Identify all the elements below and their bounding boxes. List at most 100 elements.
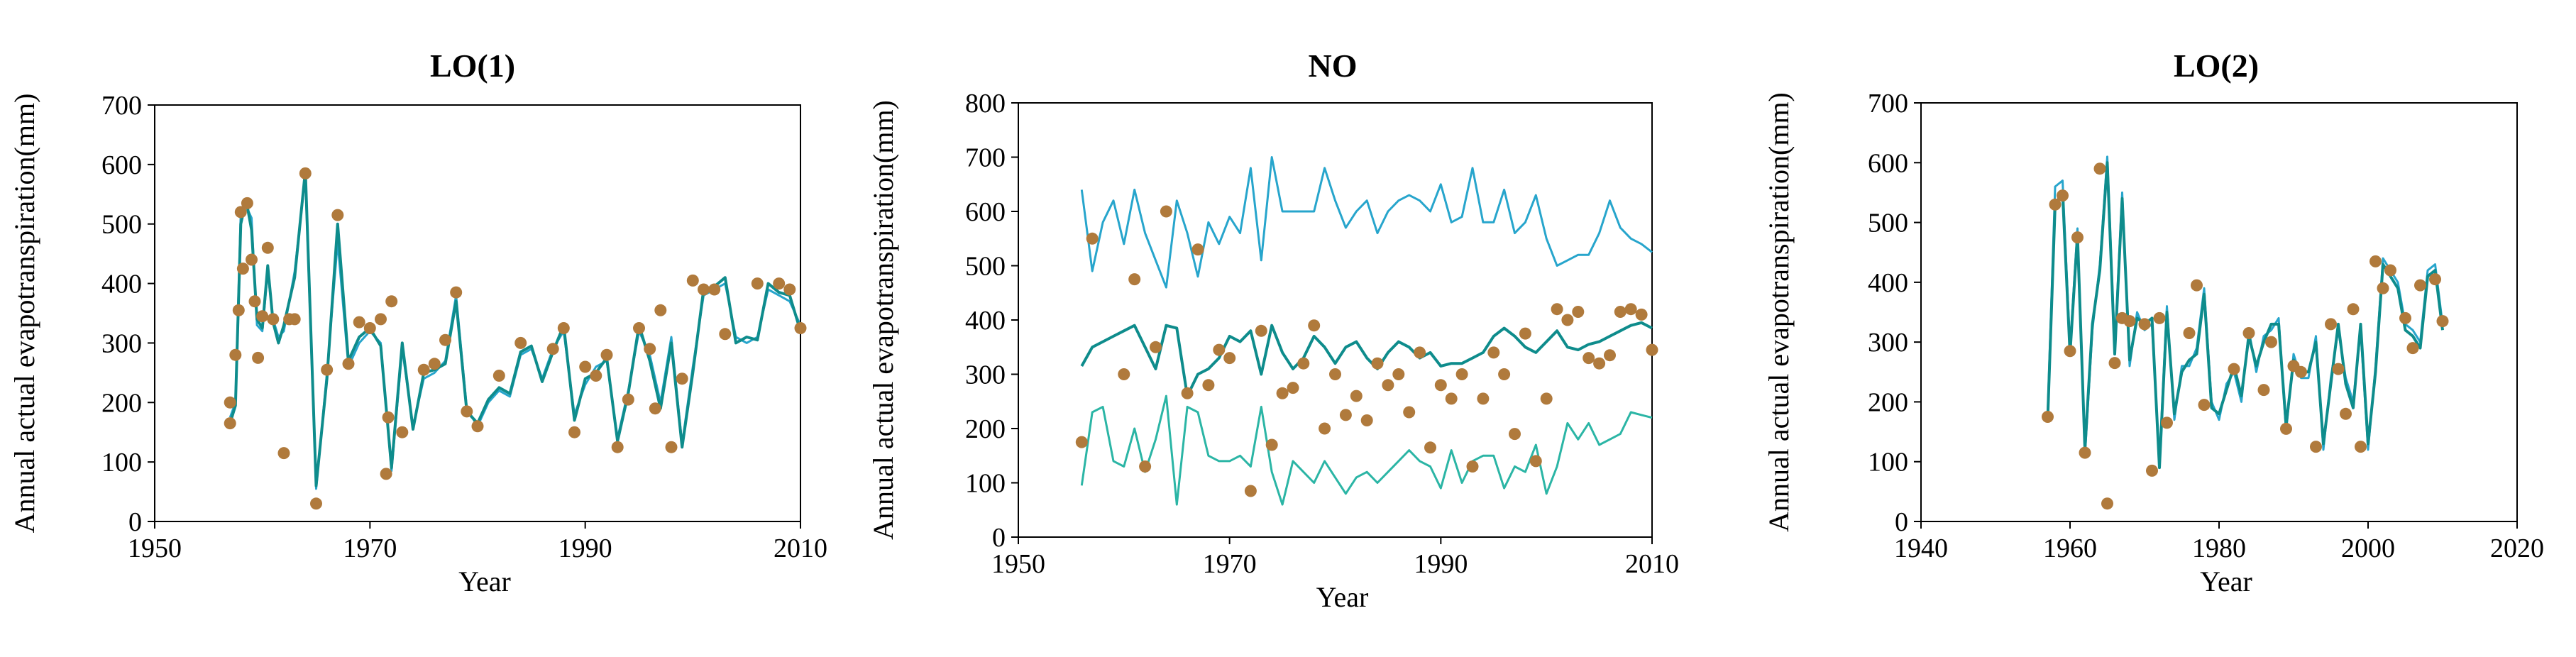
observed-point <box>1561 314 1574 326</box>
y-tick-label: 700 <box>965 143 1006 173</box>
observed-point <box>1329 368 1341 380</box>
x-tick-label: 1950 <box>991 549 1045 579</box>
chart-title: NO <box>1309 48 1358 84</box>
observed-point <box>331 209 344 221</box>
observed-point <box>1223 352 1236 365</box>
observed-point <box>2183 327 2196 339</box>
x-tick-label: 2020 <box>2490 534 2544 563</box>
observed-point <box>1213 343 1226 356</box>
observed-point <box>1276 387 1289 399</box>
observed-point <box>2414 279 2426 292</box>
observed-point <box>514 336 527 349</box>
y-tick-label: 800 <box>965 89 1006 118</box>
observed-point <box>353 316 365 328</box>
observed-point <box>2057 189 2069 202</box>
observed-point <box>1635 308 1648 321</box>
x-tick-label: 2010 <box>774 534 827 563</box>
observed-point <box>2399 311 2411 324</box>
observed-point <box>417 363 430 376</box>
observed-point <box>2340 407 2352 420</box>
plot-frame <box>1920 102 2518 522</box>
observed-point <box>2108 357 2121 370</box>
observed-point <box>665 441 678 453</box>
observed-point <box>1350 390 1363 402</box>
observed-point <box>2384 264 2396 277</box>
observed-point <box>1593 357 1606 370</box>
observed-point <box>1477 392 1490 405</box>
observed-point <box>579 360 592 373</box>
observed-point <box>492 370 505 382</box>
chart-title: LO(2) <box>2174 48 2259 84</box>
observed-point <box>461 405 473 418</box>
observed-point <box>783 283 796 296</box>
observed-point <box>385 295 398 308</box>
y-tick-label: 0 <box>1895 507 1908 537</box>
y-tick-label: 600 <box>1868 148 1908 178</box>
observed-point <box>773 277 786 290</box>
observed-point <box>471 420 484 433</box>
observed-point <box>1255 324 1267 337</box>
observed-point <box>1339 409 1352 421</box>
observed-point <box>1646 343 1658 356</box>
observed-point <box>2049 198 2062 211</box>
y-tick-label: 400 <box>101 270 142 299</box>
observed-point <box>1308 319 1321 332</box>
observed-point <box>708 283 721 296</box>
series-line-1 <box>2047 155 2444 463</box>
observed-point <box>698 283 710 296</box>
observed-point <box>1604 349 1616 362</box>
x-tick-label: 1950 <box>128 534 182 563</box>
observed-point <box>557 322 570 334</box>
observed-point <box>229 348 242 361</box>
y-tick-label: 100 <box>1868 448 1908 477</box>
observed-point <box>2429 273 2441 286</box>
y-tick-label: 300 <box>1868 328 1908 358</box>
observed-point <box>428 358 441 370</box>
y-tick-label: 0 <box>128 507 142 537</box>
observed-point <box>1150 341 1162 353</box>
x-tick-label: 1940 <box>1894 534 1948 563</box>
observed-point <box>363 322 376 334</box>
observed-point <box>1529 455 1542 468</box>
y-tick-label: 600 <box>965 197 1006 227</box>
plot-frame <box>154 104 801 522</box>
x-axis-label: Year <box>1316 581 1369 613</box>
observed-point <box>2257 384 2270 397</box>
observed-point <box>2377 282 2389 294</box>
y-tick-label: 300 <box>965 360 1006 390</box>
y-tick-label: 200 <box>101 388 142 418</box>
observed-point <box>248 295 261 308</box>
observed-point <box>1403 406 1416 419</box>
observed-point <box>1360 414 1373 426</box>
observed-point <box>2042 411 2054 423</box>
observed-point <box>2123 315 2136 328</box>
observed-point <box>1297 357 1310 370</box>
observed-point <box>224 417 236 430</box>
observed-point <box>256 310 269 323</box>
observed-point <box>1392 368 1405 380</box>
observed-point <box>2071 231 2084 244</box>
observed-point <box>633 322 645 334</box>
observed-point <box>1128 273 1141 286</box>
observed-point <box>590 370 602 382</box>
observed-point <box>246 253 258 266</box>
observed-point <box>654 304 667 316</box>
observed-point <box>1075 436 1088 448</box>
observed-point <box>2406 342 2419 355</box>
observed-point <box>546 343 559 355</box>
observed-point <box>1424 441 1436 454</box>
series-line-2 <box>1080 321 1653 398</box>
observed-point <box>1572 306 1585 318</box>
series-line-1 <box>1080 156 1653 289</box>
series-line-2 <box>2046 161 2444 470</box>
y-tick-label: 200 <box>965 414 1006 444</box>
y-tick-label: 500 <box>965 252 1006 282</box>
observed-point <box>611 441 624 453</box>
x-tick-label: 2010 <box>1625 549 1679 579</box>
observed-point <box>1455 368 1468 380</box>
observed-point <box>1540 392 1553 405</box>
observed-point <box>751 277 764 290</box>
chart-panel-3: LO(2) 0 100 200 300 400 500 600 700 1940 1960 1980 2… <box>1763 48 2544 597</box>
